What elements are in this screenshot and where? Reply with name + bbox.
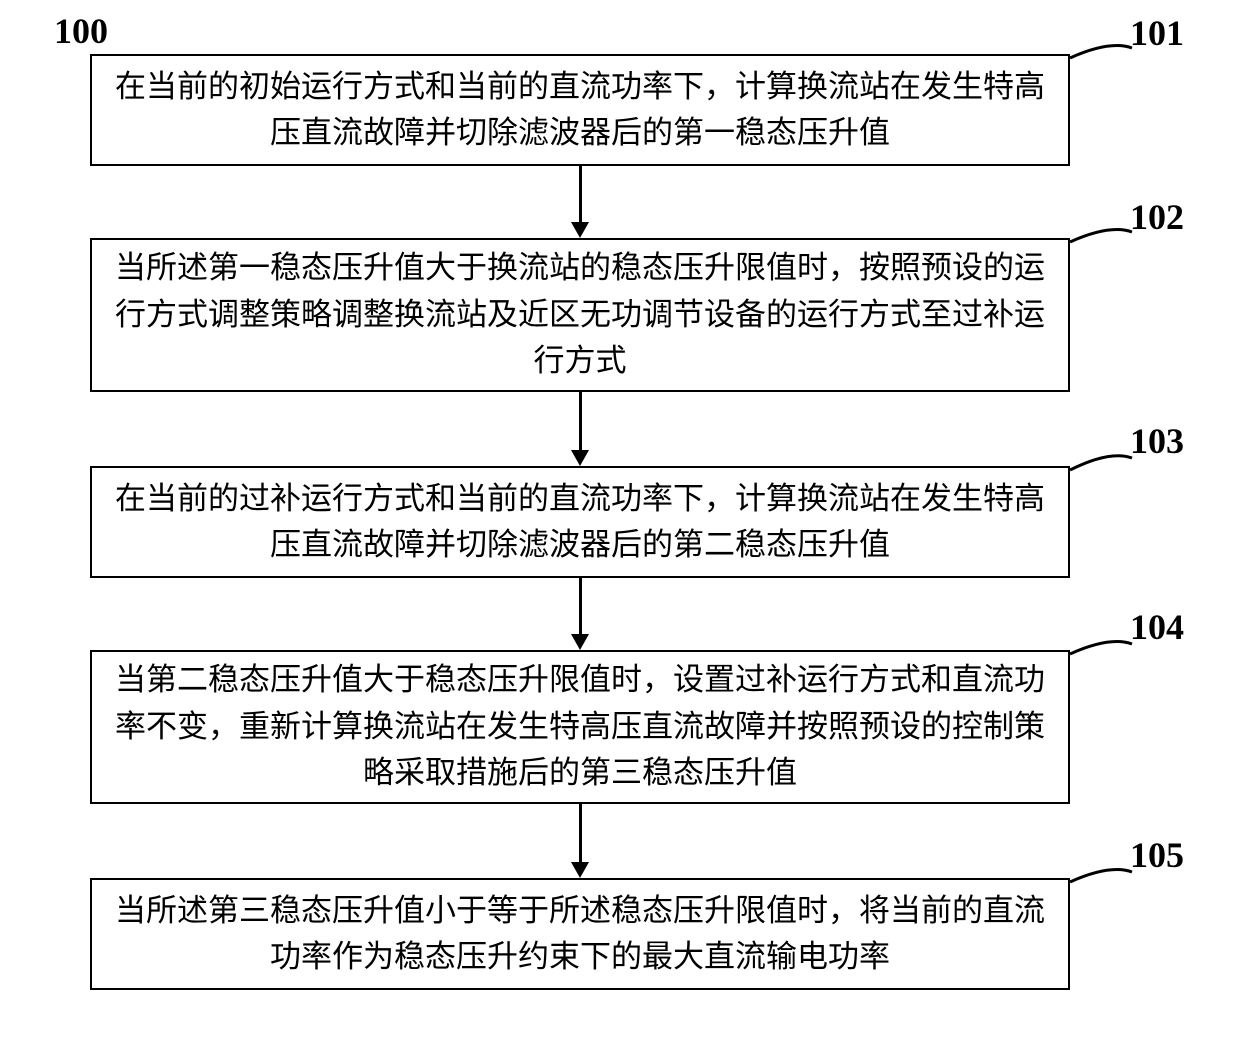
callout-103 xyxy=(1066,446,1136,474)
flowchart-canvas: 100 在当前的初始运行方式和当前的直流功率下，计算换流站在发生特高压直流故障并… xyxy=(0,0,1240,1042)
callout-101 xyxy=(1066,36,1136,62)
step-box-104: 当第二稳态压升值大于稳态压升限值时，设置过补运行方式和直流功率不变，重新计算换流… xyxy=(90,650,1070,804)
step-text: 当所述第一稳态压升值大于换流站的稳态压升限值时，按照预设的运行方式调整策略调整换… xyxy=(112,245,1048,385)
step-box-102: 当所述第一稳态压升值大于换流站的稳态压升限值时，按照预设的运行方式调整策略调整换… xyxy=(90,238,1070,392)
step-box-103: 在当前的过补运行方式和当前的直流功率下，计算换流站在发生特高压直流故障并切除滤波… xyxy=(90,466,1070,578)
arrow-head-3 xyxy=(571,634,589,650)
arrow-line-2 xyxy=(579,392,582,452)
arrow-head-1 xyxy=(571,222,589,238)
step-label-103: 103 xyxy=(1130,420,1184,462)
step-text: 在当前的初始运行方式和当前的直流功率下，计算换流站在发生特高压直流故障并切除滤波… xyxy=(112,64,1048,157)
step-box-105: 当所述第三稳态压升值小于等于所述稳态压升限值时，将当前的直流功率作为稳态压升约束… xyxy=(90,878,1070,990)
step-label-102: 102 xyxy=(1130,196,1184,238)
step-label-105: 105 xyxy=(1130,834,1184,876)
callout-105 xyxy=(1066,860,1136,886)
step-text: 当所述第三稳态压升值小于等于所述稳态压升限值时，将当前的直流功率作为稳态压升约束… xyxy=(112,888,1048,981)
figure-number-label: 100 xyxy=(54,10,108,52)
step-label-101: 101 xyxy=(1130,12,1184,54)
step-label-104: 104 xyxy=(1130,606,1184,648)
step-text: 当第二稳态压升值大于稳态压升限值时，设置过补运行方式和直流功率不变，重新计算换流… xyxy=(112,657,1048,797)
arrow-head-2 xyxy=(571,450,589,466)
callout-104 xyxy=(1066,632,1136,658)
step-box-101: 在当前的初始运行方式和当前的直流功率下，计算换流站在发生特高压直流故障并切除滤波… xyxy=(90,54,1070,166)
arrow-line-1 xyxy=(579,166,582,224)
callout-102 xyxy=(1066,220,1136,246)
arrow-head-4 xyxy=(571,862,589,878)
arrow-line-4 xyxy=(579,804,582,864)
arrow-line-3 xyxy=(579,578,582,636)
step-text: 在当前的过补运行方式和当前的直流功率下，计算换流站在发生特高压直流故障并切除滤波… xyxy=(112,476,1048,569)
